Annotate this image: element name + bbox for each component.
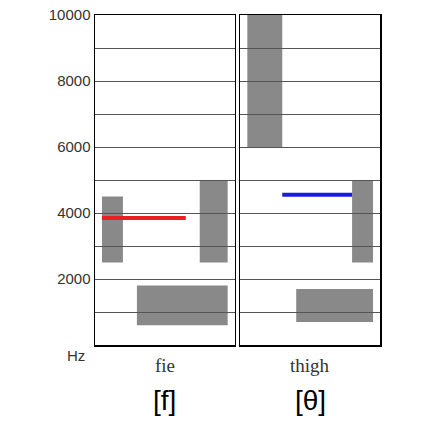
svg-text:6000: 6000 (57, 138, 90, 155)
svg-text:[θ]: [θ] (295, 385, 326, 416)
svg-text:fie: fie (155, 355, 175, 376)
svg-text:10000: 10000 (49, 6, 91, 23)
svg-text:thigh: thigh (290, 355, 330, 376)
svg-text:[f]: [f] (153, 385, 176, 416)
svg-text:Hz: Hz (67, 347, 85, 364)
svg-text:8000: 8000 (57, 72, 90, 89)
svg-text:2000: 2000 (57, 270, 90, 287)
svg-text:4000: 4000 (57, 204, 90, 221)
